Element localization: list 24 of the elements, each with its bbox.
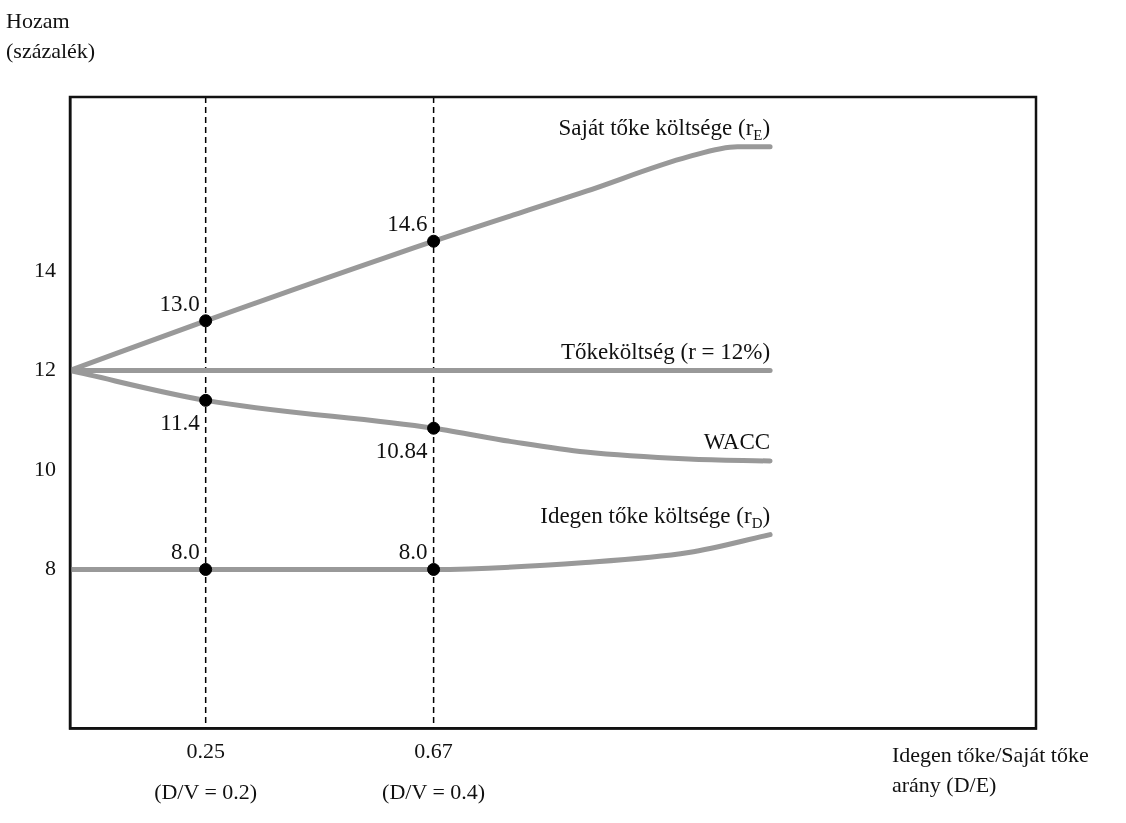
- y-tick-label: 12: [34, 356, 56, 382]
- series-label: WACC: [703, 429, 771, 455]
- y-axis-title: Hozam (százalék): [6, 7, 97, 65]
- x-tick-label: 0.67: [414, 737, 453, 763]
- y-tick-label: 14: [34, 256, 56, 282]
- x-axis-title: Idegen tőke/Saját tőke arány (D/E): [892, 741, 1090, 799]
- point: [199, 393, 213, 407]
- point: [427, 562, 441, 576]
- point: [427, 421, 441, 435]
- x-tick-label: 0.25: [186, 737, 225, 763]
- text: (D/V = 0.4): [382, 778, 486, 804]
- data-label: 8.0: [398, 539, 428, 565]
- data-label: 11.4: [160, 410, 201, 436]
- y-tick-label: 10: [34, 455, 56, 481]
- point: [199, 314, 213, 328]
- point: [199, 562, 213, 576]
- y-tick-label: 8: [45, 555, 56, 581]
- text: (D/V = 0.2): [154, 778, 258, 804]
- data-label: 13.0: [159, 290, 200, 316]
- data-label: 10.84: [375, 438, 429, 464]
- point: [427, 234, 441, 248]
- data-label: 8.0: [170, 539, 200, 565]
- series-label: Tőkeköltség (r = 12%): [561, 338, 771, 364]
- data-label: 14.6: [387, 211, 428, 237]
